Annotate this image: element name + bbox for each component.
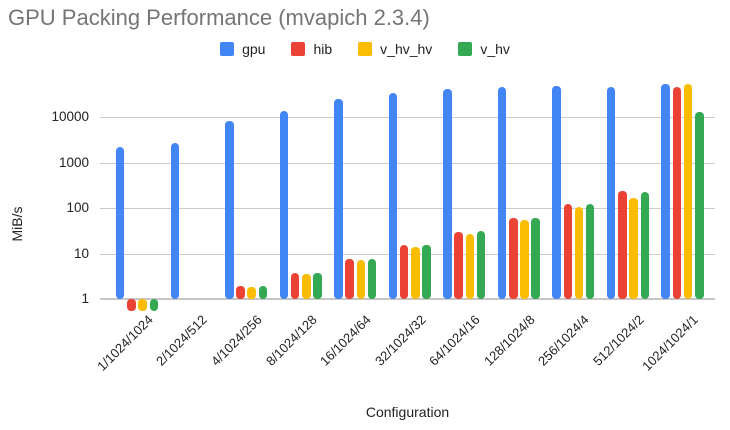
bar-hib-32/1024/32[interactable] [399, 245, 409, 299]
legend-swatch-gpu [220, 42, 235, 56]
legend-swatch-hib [291, 42, 306, 56]
legend: gpu hib v_hv_hv v_hv [0, 41, 730, 57]
bar-v_hv-512/1024/2[interactable] [640, 191, 649, 299]
bar-v_hv_hv-4/1024/256[interactable] [247, 287, 256, 299]
x-tick-label-32/1024/32: 32/1024/32 [371, 312, 429, 369]
bar-v_hv-1/1024/1024[interactable] [149, 299, 159, 311]
legend-label-gpu: gpu [242, 41, 266, 57]
bar-gpu-2/1024/512[interactable] [170, 142, 179, 299]
bar-v_hv_hv-256/1024/4[interactable] [574, 207, 584, 299]
bar-hib-512/1024/2[interactable] [618, 190, 627, 299]
bar-hib-1/1024/1024[interactable] [127, 299, 136, 311]
legend-item-v_hv[interactable]: v_hv [458, 41, 510, 57]
gridline-100 [100, 208, 715, 209]
gridline-1000 [100, 162, 715, 164]
gridline-10000 [100, 117, 715, 118]
bar-gpu-512/1024/2[interactable] [606, 86, 616, 299]
legend-label-v_hv_hv: v_hv_hv [380, 41, 433, 57]
y-tick-label-100: 100 [66, 200, 89, 215]
bar-v_hv-32/1024/32[interactable] [422, 245, 431, 299]
bar-v_hv-256/1024/4[interactable] [585, 204, 595, 299]
bar-hib-128/1024/8[interactable] [509, 218, 518, 299]
legend-item-v_hv_hv[interactable]: v_hv_hv [358, 41, 432, 57]
bar-v_hv-128/1024/8[interactable] [531, 218, 540, 299]
bar-hib-64/1024/16[interactable] [454, 231, 463, 299]
x-tick-label-64/1024/16: 64/1024/16 [426, 312, 483, 369]
bar-hib-256/1024/4[interactable] [563, 204, 573, 299]
y-tick-label-1: 1 [81, 291, 89, 306]
bar-gpu-8/1024/128[interactable] [279, 111, 289, 299]
y-tick-label-10: 10 [73, 245, 89, 261]
legend-swatch-v_hv_hv [358, 42, 373, 56]
gridline-1 [100, 298, 715, 300]
bar-v_hv_hv-512/1024/2[interactable] [629, 197, 638, 299]
legend-label-v_hv: v_hv [480, 41, 510, 57]
x-axis-title: Configuration [365, 404, 450, 420]
bar-v_hv_hv-1/1024/1024[interactable] [138, 299, 147, 311]
bar-hib-8/1024/128[interactable] [290, 272, 300, 299]
bar-gpu-128/1024/8[interactable] [497, 87, 507, 299]
chart-title: GPU Packing Performance (mvapich 2.3.4) [8, 5, 430, 30]
x-tick-label-1024/1024/1: 1024/1024/1 [639, 312, 702, 374]
y-axis-title: MiB/s [9, 206, 25, 242]
bar-v_hv_hv-32/1024/32[interactable] [411, 246, 420, 299]
bar-hib-4/1024/256[interactable] [236, 286, 245, 299]
legend-label-hib: hib [313, 41, 333, 57]
y-tick-label-10000: 10000 [51, 109, 89, 124]
bar-v_hv_hv-64/1024/16[interactable] [465, 233, 475, 299]
bar-gpu-1024/1024/1[interactable] [661, 84, 670, 299]
bar-v_hv_hv-8/1024/128[interactable] [302, 273, 311, 299]
x-tick-label-512/1024/2: 512/1024/2 [589, 312, 647, 369]
bar-gpu-16/1024/64[interactable] [334, 98, 343, 299]
bar-v_hv_hv-16/1024/64[interactable] [356, 259, 366, 299]
x-tick-label-128/1024/8: 128/1024/8 [480, 312, 538, 369]
legend-swatch-v_hv [458, 42, 473, 56]
legend-item-hib[interactable]: hib [291, 41, 332, 57]
x-tick-label-2/1024/512: 2/1024/512 [153, 312, 211, 369]
bar-hib-1024/1024/1[interactable] [672, 86, 682, 299]
legend-item-gpu[interactable]: gpu [220, 41, 265, 57]
bar-gpu-256/1024/4[interactable] [552, 86, 561, 299]
bar-v_hv-64/1024/16[interactable] [476, 231, 486, 299]
x-tick-label-1/1024/1024: 1/1024/1024 [93, 312, 156, 374]
bar-v_hv-16/1024/64[interactable] [367, 258, 377, 299]
bar-v_hv-4/1024/256[interactable] [258, 286, 268, 299]
x-tick-label-8/1024/128: 8/1024/128 [262, 312, 320, 369]
bar-v_hv-1024/1024/1[interactable] [695, 111, 704, 299]
bar-gpu-64/1024/16[interactable] [443, 88, 452, 299]
bar-v_hv_hv-1024/1024/1[interactable] [683, 84, 693, 299]
bar-gpu-4/1024/256[interactable] [225, 121, 234, 299]
bar-v_hv-8/1024/128[interactable] [313, 272, 322, 299]
bar-v_hv_hv-128/1024/8[interactable] [520, 219, 529, 299]
x-tick-label-16/1024/64: 16/1024/64 [317, 312, 374, 369]
bar-gpu-32/1024/32[interactable] [388, 92, 398, 299]
bar-gpu-1/1024/1024[interactable] [115, 147, 125, 299]
x-tick-label-256/1024/4: 256/1024/4 [535, 312, 593, 369]
y-tick-label-1000: 1000 [58, 154, 89, 170]
bar-hib-16/1024/64[interactable] [345, 259, 354, 299]
x-tick-label-4/1024/256: 4/1024/256 [208, 312, 265, 369]
